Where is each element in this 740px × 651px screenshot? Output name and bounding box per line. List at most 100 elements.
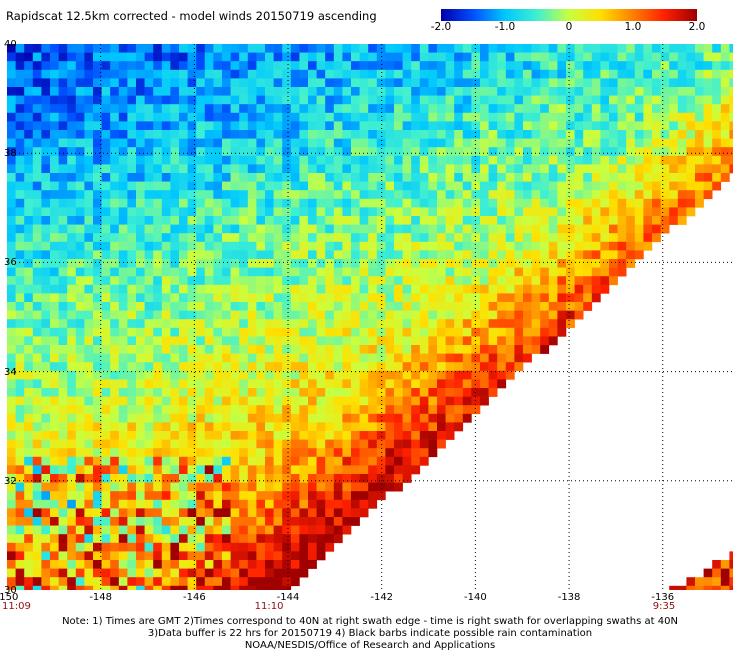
wind-cell: [634, 87, 644, 96]
wind-cell: [376, 345, 386, 354]
wind-cell: [359, 233, 369, 243]
longitude-label: -140: [464, 592, 487, 603]
wind-cell: [204, 370, 214, 380]
wind-cell: [230, 241, 240, 251]
wind-cell: [643, 61, 653, 71]
wind-cell: [583, 293, 593, 303]
wind-cell: [153, 431, 163, 440]
wind-cell: [445, 284, 455, 294]
wind-cell: [566, 138, 575, 148]
wind-cell: [273, 164, 283, 174]
wind-cell: [7, 78, 16, 88]
wind-cell: [634, 104, 644, 114]
wind-cell: [351, 181, 360, 191]
wind-cell: [170, 551, 180, 561]
wind-cell: [290, 284, 300, 294]
wind-cell: [15, 224, 25, 234]
wind-cell: [419, 207, 429, 217]
wind-cell: [402, 104, 412, 114]
wind-cell: [634, 69, 644, 79]
wind-cell: [179, 284, 188, 294]
wind-cell: [179, 224, 188, 234]
wind-cell: [67, 319, 77, 329]
wind-cell: [32, 448, 42, 458]
wind-cell: [316, 284, 326, 294]
wind-cell: [187, 499, 197, 509]
wind-cell: [376, 353, 386, 363]
wind-cell: [265, 431, 274, 440]
wind-cell: [316, 164, 326, 174]
wind-cell: [591, 61, 601, 71]
wind-cell: [703, 181, 713, 191]
wind-cell: [15, 310, 25, 320]
wind-cell: [385, 379, 395, 389]
wind-cell: [643, 224, 653, 234]
wind-cell: [144, 379, 154, 389]
wind-cell: [402, 336, 412, 346]
wind-cell: [402, 138, 412, 148]
wind-cell: [411, 147, 421, 157]
wind-cell: [247, 396, 257, 406]
wind-cell: [7, 568, 16, 578]
wind-cell: [333, 130, 343, 139]
wind-cell: [239, 207, 249, 217]
wind-cell: [75, 362, 85, 372]
wind-cell: [308, 44, 317, 53]
wind-cell: [84, 448, 94, 458]
wind-cell: [488, 164, 498, 174]
wind-cell: [497, 181, 507, 191]
wind-cell: [299, 276, 309, 286]
wind-cell: [333, 147, 343, 157]
wind-cell: [170, 560, 180, 569]
wind-cell: [153, 138, 163, 148]
wind-cell: [290, 465, 300, 475]
wind-cell: [196, 379, 206, 389]
wind-cell: [566, 233, 575, 243]
wind-cell: [282, 207, 292, 217]
wind-cell: [394, 44, 403, 53]
wind-cell: [359, 319, 369, 329]
wind-cell: [497, 224, 507, 234]
wind-cell: [273, 259, 283, 268]
wind-cell: [256, 474, 266, 483]
wind-cell: [308, 413, 317, 423]
wind-cell: [308, 173, 317, 182]
wind-cell: [24, 233, 34, 243]
wind-cell: [591, 181, 601, 191]
wind-cell: [273, 233, 283, 243]
wind-cell: [351, 499, 360, 509]
wind-cell: [282, 491, 292, 501]
wind-cell: [256, 155, 266, 165]
wind-cell: [196, 327, 206, 337]
wind-cell: [703, 78, 713, 88]
wind-cell: [548, 207, 558, 217]
wind-cell: [316, 499, 326, 509]
wind-cell: [170, 164, 180, 174]
wind-cell: [265, 534, 274, 544]
wind-cell: [514, 155, 524, 165]
wind-cell: [282, 585, 292, 590]
wind-cell: [256, 216, 266, 225]
wind-cell: [101, 121, 111, 131]
wind-cell: [299, 439, 309, 449]
wind-difference-map[interactable]: [7, 44, 733, 590]
wind-cell: [394, 293, 403, 303]
wind-cell: [677, 61, 687, 71]
wind-cell: [170, 319, 180, 329]
wind-cell: [50, 198, 59, 208]
wind-cell: [402, 69, 412, 79]
wind-cell: [454, 44, 464, 53]
wind-cell: [703, 87, 713, 96]
wind-cell: [686, 78, 696, 88]
wind-cell: [204, 104, 214, 114]
wind-cell: [488, 336, 498, 346]
wind-cell: [488, 284, 498, 294]
wind-cell: [574, 259, 584, 268]
wind-cell: [15, 276, 25, 286]
wind-cell: [213, 465, 223, 475]
wind-cell: [84, 465, 94, 475]
wind-cell: [342, 439, 352, 449]
wind-cell: [153, 276, 163, 286]
wind-cell: [196, 121, 206, 131]
wind-cell: [626, 44, 636, 53]
